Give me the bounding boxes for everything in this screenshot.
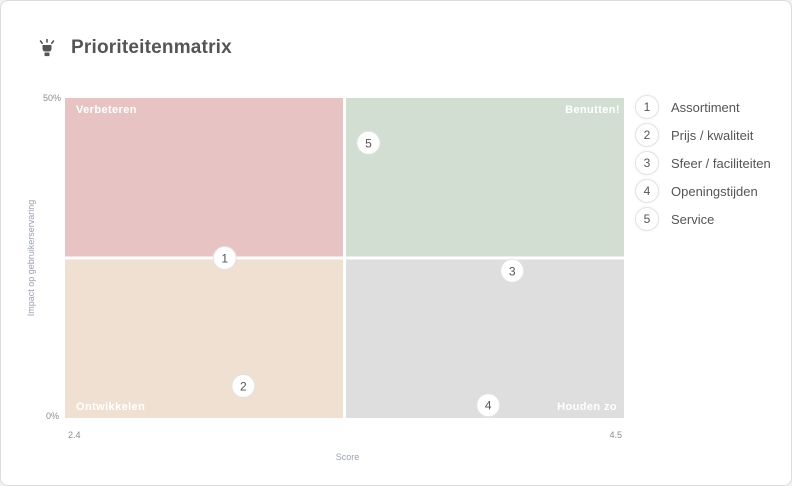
data-point [476, 393, 501, 418]
legend-label: Assortiment [671, 99, 740, 115]
quadrant-label-ontwikkelen: Ontwikkelen [76, 401, 145, 413]
legend-number: 1 [635, 95, 659, 119]
quadrant-label-verbeteren: Verbeteren [76, 104, 137, 116]
data-point-label: 2 [240, 380, 247, 394]
y-axis-label: Impact op gebruikerservaring [26, 200, 36, 317]
legend-number: 2 [635, 123, 659, 147]
lightbulb-icon [39, 39, 55, 57]
quadrant-label-benutten: Benutten! [565, 104, 620, 116]
legend-label: Prijs / kwaliteit [671, 127, 754, 143]
data-point [356, 130, 381, 155]
data-point-label: 4 [485, 399, 492, 413]
legend: 1 Assortiment 2 Prijs / kwaliteit 3 Sfeer / f… [635, 93, 771, 233]
data-point [212, 246, 237, 270]
x-axis-label: Score [336, 452, 360, 462]
data-point-label: 5 [365, 136, 372, 150]
x-tick-label: 2.4 [68, 430, 81, 440]
quadrant-ontwikkelen [65, 258, 345, 418]
legend-item: 5 Service [635, 205, 771, 233]
y-tick-label: 50% [43, 93, 61, 103]
legend-label: Sfeer / faciliteiten [671, 155, 771, 171]
legend-number: 3 [635, 151, 659, 175]
y-tick-label: 0% [46, 411, 59, 421]
legend-item: 4 Openingstijden [635, 177, 771, 205]
quadrant-label-houden-zo: Houden zo [557, 401, 617, 413]
legend-number: 4 [635, 179, 659, 203]
data-point-label: 1 [221, 252, 228, 266]
quadrant-benutten [344, 98, 624, 258]
x-tick-label: 4.5 [609, 430, 622, 440]
legend-item: 1 Assortiment [635, 93, 771, 121]
data-point-label: 3 [509, 264, 516, 278]
legend-label: Openingstijden [671, 183, 758, 199]
legend-label: Service [671, 211, 715, 227]
legend-number: 5 [635, 207, 659, 231]
quadrant-houden-zo [344, 258, 624, 418]
data-point [500, 258, 525, 283]
page-title: Prioriteitenmatrix [71, 37, 232, 58]
legend-item: 3 Sfeer / faciliteiten [635, 149, 771, 177]
legend-item: 2 Prijs / kwaliteit [635, 121, 771, 149]
data-point [231, 374, 256, 398]
quadrant-verbeteren [65, 98, 345, 258]
